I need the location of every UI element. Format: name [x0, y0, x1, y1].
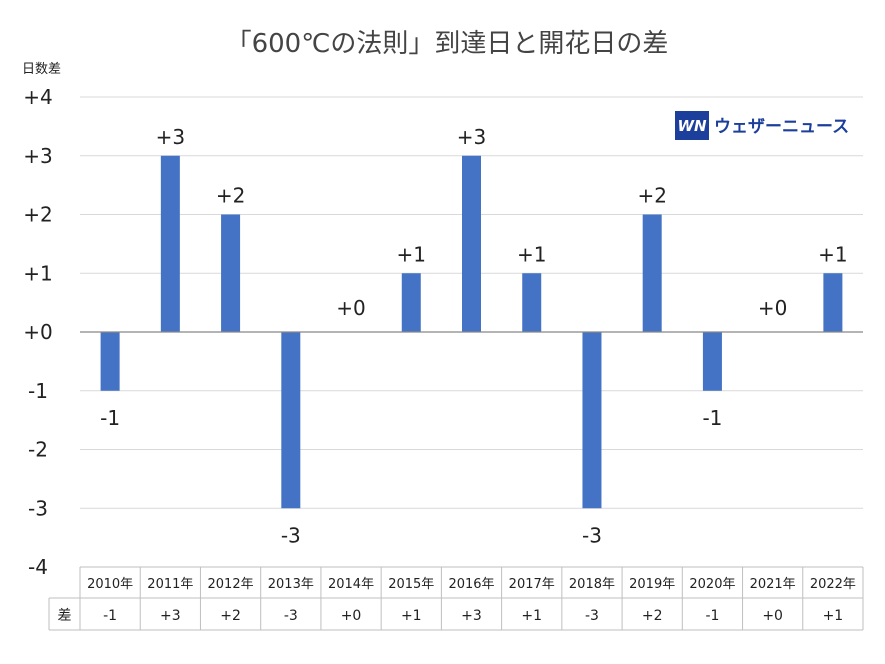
- bar-2012年: [221, 214, 241, 332]
- data-table: 差 2010年 -1 2011年 +3 2012年 +2 2013年 -3 2014年 +0 2015…: [48, 566, 864, 631]
- data-label: +3: [457, 125, 486, 149]
- table-value-cell: +0: [762, 608, 783, 624]
- table-header-cell: 2012年: [208, 577, 254, 592]
- table-value-cell: +0: [341, 608, 362, 624]
- table-header-cell: 2013年: [268, 577, 314, 592]
- data-label: +2: [637, 184, 666, 208]
- y-tick-labels: +4 +3 +2 +1 +0 -1 -2 -3 -4: [23, 85, 52, 579]
- bar-2022年: [823, 273, 843, 332]
- data-label: +3: [156, 125, 185, 149]
- data-label: +1: [397, 242, 426, 266]
- bar-2011年: [160, 155, 180, 332]
- data-labels: -1 +3 +2 -3 +0 +1 +3 +1 -3 +2 -1 +0 +1: [100, 125, 847, 548]
- table-header-cell: 2020年: [689, 577, 735, 592]
- table-value-cell: +3: [461, 608, 482, 624]
- table-value-cell: +1: [521, 608, 542, 624]
- bar-2020年: [702, 332, 722, 391]
- y-tick-label: +4: [23, 85, 52, 109]
- brand-name: ウェザーニュース: [714, 117, 849, 137]
- table-value-cell: +1: [401, 608, 422, 624]
- brand-logo: WN ウェザーニュース: [675, 111, 849, 140]
- bar-2018年: [582, 332, 602, 509]
- table-value-cell: +1: [823, 608, 844, 624]
- data-label: +2: [216, 184, 245, 208]
- table-value-cell: -3: [585, 608, 599, 624]
- data-label: +1: [818, 242, 847, 266]
- table-header-cell: 2017年: [509, 577, 555, 592]
- table-header-cell: 2016年: [448, 577, 494, 592]
- table-value-cell: +2: [642, 608, 663, 624]
- table-value-cell: -1: [103, 608, 117, 624]
- y-tick-label: +0: [23, 320, 52, 344]
- bar-2013年: [281, 332, 301, 509]
- table-header-cell: 2010年: [87, 577, 133, 592]
- table-header-cell: 2021年: [750, 577, 796, 592]
- table-header-cell: 2018年: [569, 577, 615, 592]
- y-tick-label: -4: [28, 555, 48, 579]
- bar-2010年: [100, 332, 120, 391]
- bar-2019年: [642, 214, 662, 332]
- brand-logo-mark-text: WN: [677, 117, 707, 135]
- data-label: -1: [100, 406, 120, 430]
- bars: [100, 155, 843, 509]
- bar-2016年: [462, 155, 481, 332]
- bar-2015年: [401, 273, 421, 332]
- bar-2017年: [522, 273, 542, 332]
- data-label: -1: [702, 406, 722, 430]
- table-value-cell: -3: [284, 608, 298, 624]
- data-label: +0: [336, 296, 365, 320]
- table-row-label: 差: [58, 608, 72, 624]
- data-label: +1: [517, 242, 546, 266]
- y-axis-label: 日数差: [22, 62, 61, 77]
- table-header-cell: 2019年: [629, 577, 675, 592]
- brand-logo-mark: [675, 111, 709, 140]
- table-header-cell: 2011年: [147, 577, 193, 592]
- data-label: +0: [758, 296, 787, 320]
- y-tick-label: +3: [23, 144, 52, 168]
- data-label: -3: [582, 523, 602, 547]
- data-label: -3: [281, 523, 301, 547]
- table-value-cell: +3: [160, 608, 181, 624]
- y-tick-label: +1: [23, 261, 52, 285]
- table-header-cell: 2015年: [388, 577, 434, 592]
- table-header-cell: 2014年: [328, 577, 374, 592]
- y-tick-label: -1: [28, 379, 48, 403]
- y-tick-label: -3: [28, 496, 48, 520]
- y-tick-label: +2: [23, 203, 52, 227]
- table-header-cell: 2022年: [810, 577, 856, 592]
- table-value-cell: -1: [705, 608, 719, 624]
- y-tick-label: -2: [28, 438, 48, 462]
- table-value-cell: +2: [220, 608, 241, 624]
- chart-title: 「600℃の法則」到達日と開花日の差: [226, 29, 669, 59]
